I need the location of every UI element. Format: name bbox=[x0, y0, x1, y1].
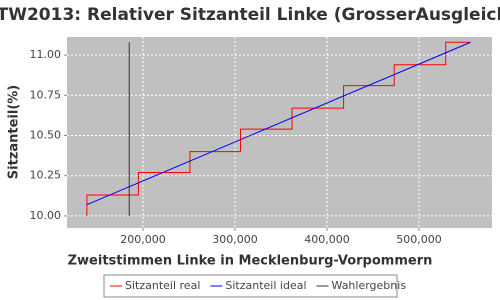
series-line bbox=[86, 41, 471, 206]
legend-label: Sitzanteil ideal bbox=[225, 279, 306, 292]
legend-label: Wahlergebnis bbox=[332, 279, 407, 292]
x-tick-label: 300,000 bbox=[212, 233, 258, 246]
y-tick-label: 10.50 bbox=[30, 129, 62, 142]
x-tick-label: 500,000 bbox=[396, 233, 442, 246]
x-tick-label: 400,000 bbox=[304, 233, 350, 246]
y-tick-label: 10.25 bbox=[30, 169, 62, 182]
y-tick-label: 10.00 bbox=[30, 209, 62, 222]
x-axis-label: Zweitstimmen Linke in Mecklenburg-Vorpom… bbox=[68, 254, 433, 269]
legend-box bbox=[103, 274, 398, 298]
x-tick-label: 200,000 bbox=[120, 233, 166, 246]
chart-title: BTW2013: Relativer Sitzanteil Linke (Gro… bbox=[0, 5, 500, 25]
y-tick-label: 11.00 bbox=[30, 48, 62, 61]
series-line bbox=[86, 41, 471, 216]
legend-label: Sitzanteil real bbox=[125, 279, 200, 292]
y-axis-label: Sitzanteil(%) bbox=[7, 85, 22, 179]
y-tick-label: 10.75 bbox=[30, 88, 62, 101]
plot-area bbox=[67, 37, 492, 228]
